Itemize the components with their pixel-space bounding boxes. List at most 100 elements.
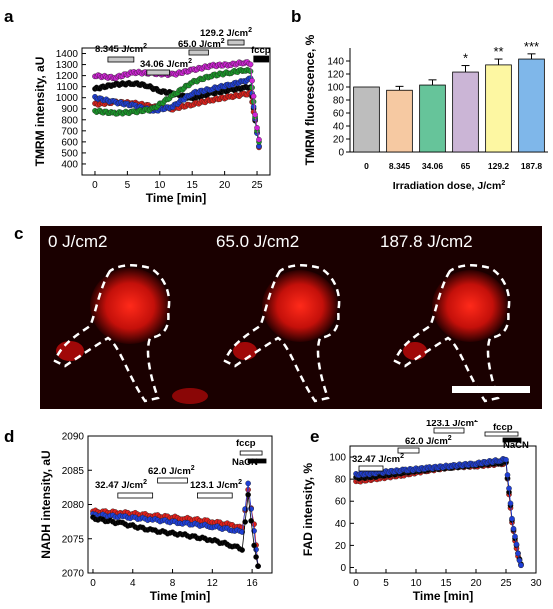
stimulus-bar	[502, 437, 522, 443]
x-tick-label: 5	[125, 180, 131, 191]
x-axis-label: Time [min]	[413, 589, 473, 603]
stimulus-bar	[397, 447, 420, 454]
microscopy-panel: 0 J/cm2 65.0 J/cm2 187.8 J/cm2	[40, 226, 542, 409]
x-tick-label: 0	[364, 161, 369, 171]
y-tick-label: 600	[61, 137, 78, 148]
y-tick-label: 2070	[62, 569, 85, 580]
stimulus-bar	[117, 492, 154, 499]
stimulus-label: NaCN	[232, 457, 258, 468]
data-point-blue	[504, 472, 511, 478]
x-tick-label: 25	[500, 578, 512, 589]
data-point-blue	[239, 529, 245, 535]
data-point-blue	[510, 525, 517, 532]
stimulus-label: fccp	[251, 45, 271, 56]
stimulus-bar	[197, 492, 233, 499]
y-tick-label: 1300	[56, 60, 79, 71]
y-tick-label: 0	[338, 148, 344, 159]
micro-label-187: 187.8 J/cm2	[380, 232, 473, 251]
data-point-blue	[513, 541, 520, 548]
data-point-blue	[516, 557, 523, 564]
panel-letter-e: e	[310, 427, 319, 446]
significance-mark: **	[493, 44, 503, 59]
x-tick-label: 8	[170, 578, 176, 589]
microscopy-image	[53, 264, 530, 404]
y-tick-label: 800	[61, 115, 78, 126]
x-tick-label: 20	[470, 578, 482, 589]
x-tick-label: 20	[219, 180, 231, 191]
y-tick-label: 700	[61, 126, 78, 137]
data-point-blue	[503, 456, 509, 463]
bar-34.06	[419, 84, 446, 153]
data-point-magenta	[254, 124, 260, 131]
y-tick-label: 60	[335, 497, 347, 508]
cell-image-3	[393, 264, 511, 403]
data-point-blue	[515, 550, 521, 557]
x-tick-label: 12	[207, 578, 219, 589]
x-axis-label: Time [min]	[150, 589, 210, 603]
x-tick-label: 0	[90, 578, 96, 589]
cell-image-2	[223, 264, 341, 403]
y-tick-label: 20	[333, 135, 345, 146]
stimulus-label: fccp	[236, 438, 256, 449]
y-tick-label: 100	[329, 453, 346, 464]
x-tick-label: 15	[440, 578, 452, 589]
stimulus-bar	[107, 56, 135, 63]
y-axis-label: FAD intensity, %	[301, 463, 315, 556]
y-tick-label: 1000	[56, 93, 79, 104]
data-point-blue	[507, 500, 514, 507]
y-tick-label: 2085	[62, 466, 85, 477]
y-tick-label: 400	[61, 159, 78, 170]
x-tick-label: 25	[251, 180, 263, 191]
data-point-black	[251, 542, 257, 549]
x-tick-label: 10	[410, 578, 422, 589]
stimulus-bar	[227, 39, 245, 46]
panel-letter-c: c	[14, 224, 23, 243]
y-tick-label: 120	[327, 70, 344, 81]
stimulus-label: NaCN	[503, 440, 529, 451]
stimulus-label: 62.0 J/cm2	[148, 465, 195, 477]
x-tick-label: 34.06	[422, 161, 444, 171]
x-axis-label: Time [min]	[146, 191, 206, 205]
bar-8.345	[386, 89, 413, 153]
y-tick-label: 40	[335, 519, 347, 530]
bar-187.8	[518, 58, 545, 153]
data-point-black	[248, 518, 254, 524]
x-tick-label: 0	[353, 578, 359, 589]
y-tick-label: 40	[333, 122, 345, 133]
x-axis-label: Irradiation dose, J/cm2	[393, 180, 506, 192]
data-point-magenta	[249, 77, 255, 84]
stimulus-label: 123.1 J/cm2	[426, 420, 478, 429]
stimulus-label: fccp	[493, 422, 513, 433]
data-point-green	[247, 68, 254, 75]
y-tick-label: 100	[327, 83, 344, 94]
y-tick-label: 2090	[62, 432, 85, 443]
stimulus-label: 32.47 J/cm2	[352, 453, 404, 465]
y-tick-label: 60	[333, 109, 345, 120]
stimulus-label: 8.345 J/cm2	[95, 43, 147, 55]
data-point-black	[239, 547, 245, 553]
stimulus-bar	[253, 55, 270, 63]
chart-d: 2070 2075 2080 2085 2090 0 4 8 12 16 Time [min] NAD…	[39, 432, 273, 603]
x-tick-label: 4	[130, 578, 136, 589]
scale-bar	[452, 386, 530, 393]
y-tick-label: 1100	[56, 82, 78, 93]
data-point-black	[245, 491, 251, 498]
micro-label-0: 0 J/cm2	[48, 232, 108, 251]
data-point-magenta	[250, 93, 257, 100]
cell-image-1	[53, 264, 208, 404]
data-point-blue	[506, 485, 512, 492]
stimulus-bar	[358, 465, 384, 472]
stimulus-label: 123.1 J/cm2	[190, 479, 242, 491]
y-tick-label: 0	[340, 563, 346, 574]
x-tick-label: 5	[383, 578, 389, 589]
data-point-green	[249, 84, 255, 91]
micro-label-65: 65.0 J/cm2	[216, 232, 300, 251]
stimulus-bar	[484, 431, 519, 437]
stimulus-label: 129.2 J/cm2	[200, 27, 252, 39]
x-tick-label: 10	[154, 180, 166, 191]
y-tick-label: 500	[61, 148, 78, 159]
panel-letter-d: d	[4, 427, 14, 446]
stimulus-label: 32.47 J/cm2	[95, 479, 147, 491]
y-tick-label: 80	[333, 96, 345, 107]
